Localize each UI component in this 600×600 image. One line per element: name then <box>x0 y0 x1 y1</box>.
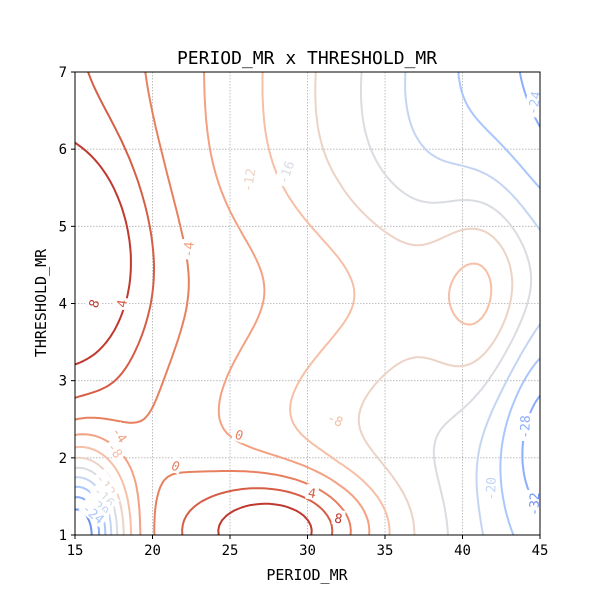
contour-label-bg <box>108 421 133 447</box>
contour-label-text: -8 <box>325 411 346 431</box>
contour-level-4 <box>75 72 334 535</box>
contour-label: 8 <box>331 509 346 528</box>
contour-label-text: -16 <box>276 159 298 186</box>
x-tick-label: 45 <box>532 543 549 559</box>
contour-label: -32 <box>525 489 543 519</box>
y-tick-label: 6 <box>59 142 67 158</box>
contour-label-bg <box>238 164 258 196</box>
contour-label-bg <box>167 455 185 475</box>
contour-label: -16 <box>273 156 298 188</box>
x-tick-label: 15 <box>67 543 84 559</box>
contour-level-neg24 <box>75 72 540 535</box>
contour-label-text: -8 <box>103 440 124 461</box>
contour-label-text: -24 <box>526 90 545 116</box>
contour-label: 4 <box>112 296 131 311</box>
contour-label-bg <box>78 498 110 528</box>
grid-lines <box>74 71 541 536</box>
contour-label-bg <box>525 489 542 519</box>
y-axis-ticks: 1 2 3 4 5 6 7 <box>59 65 75 544</box>
x-tick-label: 20 <box>144 543 161 559</box>
contour-label: -8 <box>323 407 348 431</box>
contour-label-bg <box>231 425 248 444</box>
contour-label-bg <box>84 295 103 312</box>
contour-label: 0 <box>231 425 248 444</box>
contour-label-text: -12 <box>241 167 260 193</box>
contour-label-bg <box>112 296 130 311</box>
contour-label-bg <box>92 468 121 501</box>
contour-label-bg <box>179 238 197 261</box>
x-tick-label: 30 <box>299 543 316 559</box>
contour-label-bg <box>304 483 320 501</box>
contour-label: 4 <box>304 483 320 502</box>
contour-label-text: 4 <box>115 298 131 308</box>
contour-label: 8 <box>84 295 103 312</box>
contour-label-bg <box>83 490 115 521</box>
contour-label-text: -32 <box>527 492 543 516</box>
contour-label-bg <box>331 509 346 526</box>
y-tick-label: 4 <box>59 297 67 313</box>
contour-label: 0 <box>167 455 185 475</box>
contour-label-text: 8 <box>333 511 343 527</box>
contour-level-8 <box>75 141 313 535</box>
contour-label: -12 <box>238 164 260 196</box>
contour-label-text: -20 <box>484 477 500 501</box>
y-axis-title: THRESHOLD_MR <box>32 248 50 357</box>
contour-label-text: -4 <box>182 241 198 258</box>
contour-label: -8 <box>103 437 128 463</box>
contour-label-bg <box>523 87 544 118</box>
x-axis-title: PERIOD_MR <box>266 566 348 584</box>
contour-label: -20 <box>481 474 500 503</box>
contour-label-bg <box>481 474 498 503</box>
contour-labels: 84-4-12-16-24-28-20-32-80048-4-8-12-16-2… <box>78 87 545 528</box>
y-tick-label: 2 <box>59 451 67 467</box>
contour-label: -28 <box>516 412 534 442</box>
contour-label-bg <box>273 156 298 188</box>
x-tick-label: 35 <box>377 543 394 559</box>
x-tick-label: 40 <box>454 543 471 559</box>
contour-level-neg20 <box>75 72 540 535</box>
contour-label-bg <box>516 412 532 442</box>
y-tick-label: 3 <box>59 374 67 390</box>
contour-label-bg <box>89 480 120 512</box>
contour-label-text: -28 <box>518 415 534 439</box>
x-axis-ticks: 15 20 25 30 35 40 45 <box>67 535 549 559</box>
contour-label: -24 <box>523 87 545 118</box>
y-tick-label: 1 <box>59 528 67 544</box>
contour-label-text: 4 <box>307 486 317 502</box>
contour-level-neg12 <box>75 72 514 535</box>
y-tick-label: 7 <box>59 65 67 81</box>
x-tick-label: 25 <box>222 543 239 559</box>
contour-label-bg <box>323 407 348 430</box>
chart-title: PERIOD_MR x THRESHOLD_MR <box>177 48 437 69</box>
contour-level-neg16 <box>75 72 533 535</box>
contour-level-0 <box>75 72 352 535</box>
y-tick-label: 5 <box>59 219 67 235</box>
contour-label-bg <box>103 437 128 463</box>
contour-label: -4 <box>179 238 198 261</box>
